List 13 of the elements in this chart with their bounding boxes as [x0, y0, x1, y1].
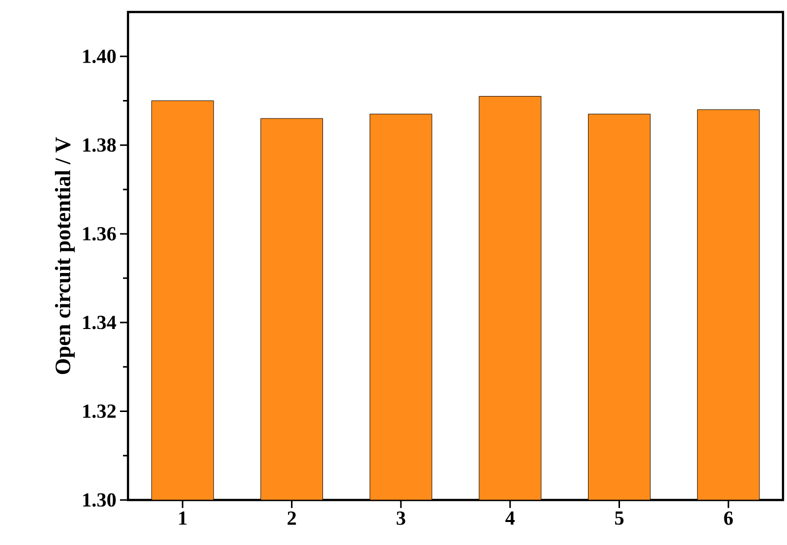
- x-tick-label: 5: [615, 512, 624, 525]
- y-tick-label: 1.40: [83, 50, 116, 64]
- y-axis-title: Open circuit potential / V: [54, 137, 75, 374]
- x-tick-label: 1: [179, 512, 187, 525]
- x-tick-label: 3: [396, 512, 406, 525]
- y-tick-label: 1.32: [83, 404, 116, 418]
- x-tick-label: 4: [505, 512, 515, 525]
- y-tick-label: 1.30: [83, 493, 116, 507]
- x-tick-label: 6: [724, 512, 733, 525]
- y-tick-label: 1.36: [83, 227, 116, 241]
- y-tick-label: 1.38: [83, 138, 116, 152]
- y-tick-label: 1.34: [83, 316, 116, 330]
- x-tick-label: 2: [288, 512, 296, 525]
